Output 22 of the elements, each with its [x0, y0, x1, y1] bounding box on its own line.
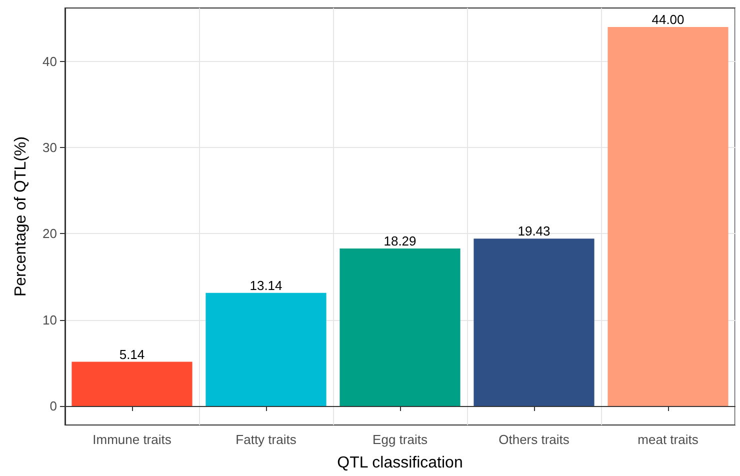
- bar: [72, 362, 192, 406]
- bar: [474, 238, 594, 406]
- bar: [206, 292, 326, 406]
- data-label: 13.14: [250, 278, 282, 293]
- y-axis-title: Percentage of QTL(%): [12, 136, 30, 297]
- y-tick-label: 40: [42, 54, 57, 69]
- data-label: 19.43: [518, 224, 550, 239]
- y-tick-label: 20: [42, 226, 57, 242]
- x-tick-label: Others traits: [498, 432, 570, 447]
- y-tick-label: 30: [42, 140, 57, 156]
- x-axis-title: QTL classification: [337, 454, 463, 472]
- x-tick-label: Fatty traits: [236, 432, 297, 447]
- data-label: 5.14: [119, 346, 145, 362]
- y-tick-label: 10: [42, 312, 57, 328]
- x-tick-label: Egg traits: [372, 432, 428, 447]
- data-label: 18.29: [384, 233, 416, 248]
- y-tick-label: 0: [50, 398, 57, 414]
- bar: [608, 26, 728, 406]
- x-tick-label: meat traits: [638, 432, 699, 447]
- bar: [340, 248, 460, 406]
- x-tick-label: Immune traits: [92, 432, 172, 447]
- data-label: 44.00: [652, 12, 684, 27]
